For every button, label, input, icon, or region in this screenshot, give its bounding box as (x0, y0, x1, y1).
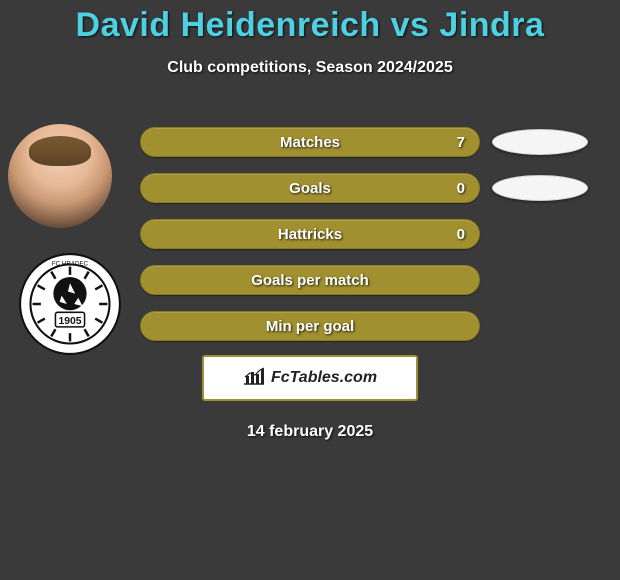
stat-value-b-ellipse (492, 175, 588, 201)
stat-value-a: 0 (457, 174, 465, 204)
stat-pill: Hattricks 0 (140, 219, 480, 249)
stat-row: Goals per match (0, 257, 620, 303)
bar-chart-icon (243, 367, 265, 390)
stat-label: Min per goal (141, 312, 479, 342)
stat-label: Matches (141, 128, 479, 158)
comparison-card: David Heidenreich vs Jindra Club competi… (0, 0, 620, 580)
stat-label: Goals per match (141, 266, 479, 296)
branding-badge[interactable]: FcTables.com (202, 355, 418, 401)
stat-label: Hattricks (141, 220, 479, 250)
stat-row: Min per goal (0, 303, 620, 349)
stat-pill: Goals per match (140, 265, 480, 295)
stat-label: Goals (141, 174, 479, 204)
stat-pill: Matches 7 (140, 127, 480, 157)
branding-text: FcTables.com (271, 369, 377, 387)
subtitle: Club competitions, Season 2024/2025 (0, 59, 620, 77)
stat-value-a: 0 (457, 220, 465, 250)
stat-row: Matches 7 (0, 119, 620, 165)
stat-value-b-ellipse (492, 129, 588, 155)
stat-pill: Goals 0 (140, 173, 480, 203)
stat-rows: Matches 7 Goals 0 Hattricks 0 Goals per … (0, 119, 620, 349)
page-title: David Heidenreich vs Jindra (0, 0, 620, 45)
stat-value-a: 7 (457, 128, 465, 158)
date-caption: 14 february 2025 (0, 423, 620, 441)
stat-pill: Min per goal (140, 311, 480, 341)
stat-row: Goals 0 (0, 165, 620, 211)
stat-row: Hattricks 0 (0, 211, 620, 257)
